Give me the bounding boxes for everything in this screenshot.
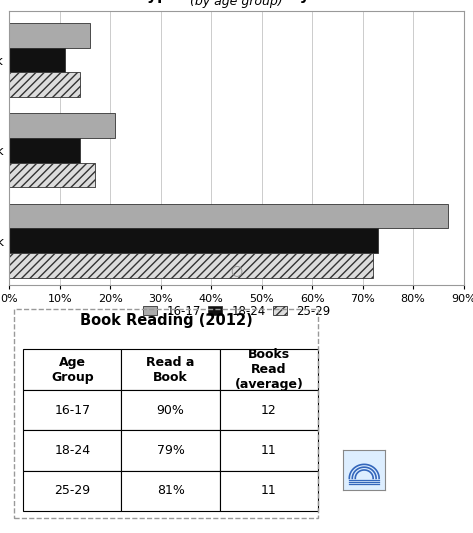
Bar [9,47,65,72]
Legend: 16-17, 18-24, 25-29: 16-17, 18-24, 25-29 [142,305,331,318]
Bar [9,229,378,253]
Bar [9,253,373,278]
Title: What type of book have you read?: What type of book have you read? [89,0,384,3]
Bar [9,114,115,138]
Text: (by age group): (by age group) [190,0,283,8]
Bar [9,204,448,229]
Text: Book Reading (2012): Book Reading (2012) [80,313,253,328]
Bar [9,72,80,97]
Text: ○: ○ [230,263,243,277]
Bar [9,163,95,188]
Bar [9,23,90,47]
Bar [9,138,80,163]
